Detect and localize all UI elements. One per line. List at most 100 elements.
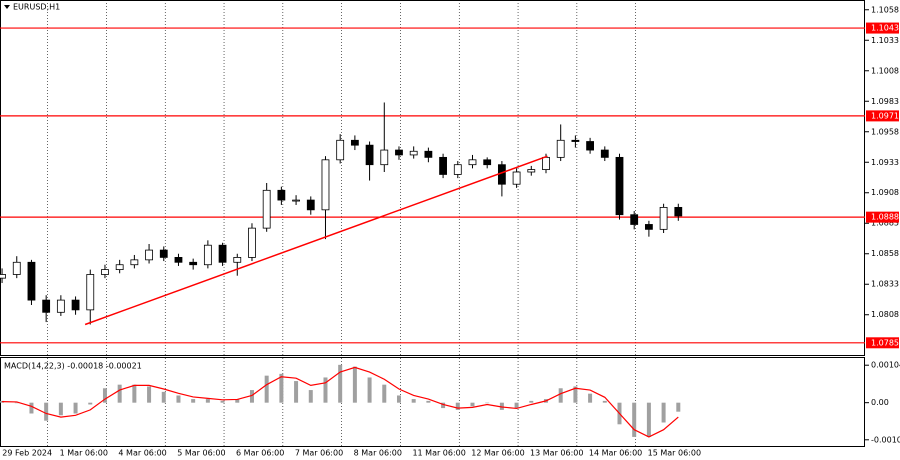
x-tick-label: 5 Mar 06:00: [177, 449, 225, 458]
macd-bar: [264, 375, 269, 403]
candle-body: [174, 257, 183, 263]
macd-bar: [455, 402, 460, 410]
candle-body: [395, 149, 403, 156]
candle-body: [350, 139, 359, 146]
y-tick-label: -0.00103: [871, 435, 900, 444]
candle-body: [203, 244, 212, 266]
macd-panel: [0, 357, 865, 447]
candle-body: [248, 227, 256, 258]
macd-bar: [514, 402, 519, 409]
macd-bar: [117, 384, 122, 403]
macd-bar: [529, 400, 534, 403]
x-tick-label: 15 Mar 06:00: [648, 449, 701, 458]
macd-bar: [205, 399, 210, 403]
candle-body: [483, 159, 492, 166]
trend-line: [84, 155, 548, 326]
macd-bar: [102, 388, 107, 403]
macd-bar: [470, 402, 475, 407]
main-panel: [0, 0, 865, 356]
candle-body: [571, 139, 580, 142]
macd-bar: [646, 402, 651, 437]
y-tick-label: 0.00104: [871, 361, 900, 370]
candle-body: [12, 261, 21, 275]
x-tick-label: 29 Feb 2024: [2, 449, 52, 458]
candle-body: [336, 139, 345, 161]
level-label: 1.0785: [871, 338, 899, 347]
y-tick-label: 0.00: [871, 398, 889, 407]
candle-body: [292, 199, 300, 202]
macd-title: MACD(14,22,3) -0.00018 -0.00021: [4, 362, 142, 371]
candle-body: [306, 199, 315, 211]
macd-bar: [235, 399, 240, 403]
macd-bar: [249, 390, 254, 403]
y-tick-label: 1.0983: [871, 97, 899, 106]
level-label-box: [866, 22, 899, 34]
macd-bar: [73, 402, 78, 414]
candle-body: [512, 171, 521, 185]
candle-body: [101, 269, 109, 275]
candle-body: [71, 299, 80, 311]
macd-bar: [632, 402, 637, 437]
macd-bar: [161, 391, 166, 403]
macd-bar: [676, 402, 681, 412]
y-tick-label: 1.0808: [871, 310, 899, 319]
candle-body: [674, 206, 683, 217]
x-tick-label: 14 Mar 06:00: [589, 449, 642, 458]
candle-body: [439, 156, 447, 175]
macd-bar: [176, 395, 181, 403]
x-tick-label: 11 Mar 06:00: [412, 449, 465, 458]
macd-bar: [88, 402, 93, 405]
level-label-box: [866, 211, 899, 223]
symbol-menu-arrow[interactable]: [4, 5, 10, 9]
y-tick-label: 1.1008: [871, 66, 899, 75]
candle-body: [586, 141, 594, 151]
candle-body: [86, 274, 95, 311]
candle-body: [56, 299, 65, 313]
macd-bar: [338, 364, 343, 403]
x-tick-label: 13 Mar 06:00: [530, 449, 583, 458]
macd-bar: [279, 373, 284, 403]
macd-bar: [147, 386, 152, 403]
candle-body: [42, 299, 51, 313]
candle-body: [27, 261, 36, 301]
candle-body: [130, 259, 139, 266]
macd-bar: [29, 402, 34, 414]
candle-body: [453, 164, 462, 175]
macd-bar: [499, 402, 504, 410]
macd-bar: [367, 377, 372, 403]
x-tick-label: 4 Mar 06:00: [118, 449, 166, 458]
axes: 29 Feb 2024 1 Mar 06:00 4 Mar 06:00 5 Mar 0…: [2, 5, 900, 457]
y-tick-label: 1.1033: [871, 36, 899, 45]
candle-body: [115, 264, 124, 271]
candle-body: [233, 257, 242, 263]
macd-bar: [58, 402, 63, 416]
candle-body: [262, 189, 271, 229]
candle-body: [277, 189, 286, 201]
macd-bar: [352, 366, 357, 403]
macd-bar: [14, 402, 19, 404]
main-plot: [0, 0, 865, 355]
candle-body: [600, 149, 609, 158]
candle-body: [615, 156, 624, 216]
candle-body: [0, 274, 6, 279]
level-label: 1.1043: [871, 24, 899, 33]
macd-bar: [220, 400, 225, 403]
macd-bar: [661, 402, 666, 423]
candle-body: [542, 156, 550, 170]
candle-body: [189, 261, 198, 266]
macd-bar: [588, 393, 593, 403]
macd-bar: [573, 386, 578, 403]
macd-bar: [558, 388, 563, 403]
candle-body: [365, 144, 374, 166]
candle-body: [380, 149, 389, 166]
x-tick-label: 12 Mar 06:00: [471, 449, 524, 458]
macd-bar: [602, 400, 607, 403]
macd-bar: [191, 399, 196, 403]
macd-bar: [441, 402, 446, 409]
level-label-box: [866, 337, 899, 349]
candle-body: [556, 139, 565, 158]
x-tick-label: 1 Mar 06:00: [60, 449, 108, 458]
chart-title: EURUSD,H1: [13, 3, 60, 12]
